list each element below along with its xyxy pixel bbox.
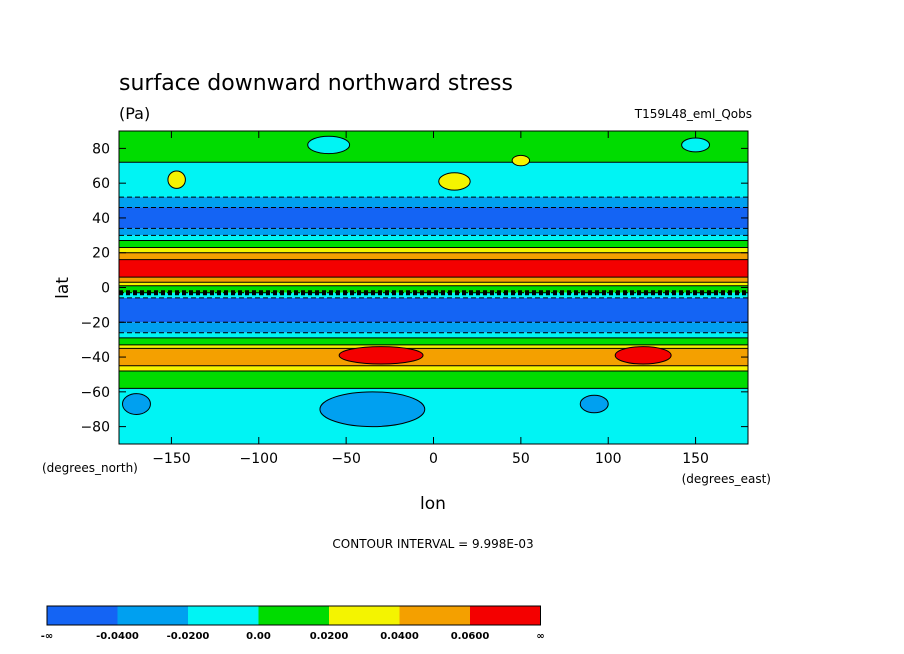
plot-area bbox=[118, 130, 749, 445]
contour-band-22 bbox=[119, 388, 748, 444]
x-tick-label: 0 bbox=[429, 451, 438, 467]
colorbar-label: -0.0200 bbox=[167, 631, 210, 642]
contour-feature-4 bbox=[614, 346, 672, 365]
x-units-label: (degrees_east) bbox=[682, 472, 771, 486]
contour-band-19 bbox=[119, 348, 748, 366]
y-tick-label: 40 bbox=[92, 211, 110, 227]
contour-band-6 bbox=[119, 240, 748, 248]
colorbar-label: -0.0400 bbox=[96, 631, 139, 642]
contour-feature-0 bbox=[167, 170, 186, 189]
units-label: (Pa) bbox=[119, 104, 150, 123]
colorbar-frame bbox=[46, 605, 541, 626]
x-tick-label: −150 bbox=[152, 451, 190, 467]
x-tick-label: 100 bbox=[595, 451, 622, 467]
colorbar-swatch bbox=[188, 606, 259, 625]
y-axis-title: lat bbox=[53, 277, 73, 299]
contour-feature-3 bbox=[338, 346, 424, 365]
contour-band-20 bbox=[119, 365, 748, 371]
run-label: T159L48_eml_Qobs bbox=[634, 107, 752, 121]
contour-band-3 bbox=[119, 207, 748, 229]
contour-feature-5 bbox=[319, 391, 426, 428]
contour-band-4 bbox=[119, 228, 748, 236]
contour-band-8 bbox=[119, 252, 748, 260]
x-tick-label: −50 bbox=[331, 451, 361, 467]
colorbar-label: 0.0600 bbox=[451, 631, 490, 642]
colorbar-label: 0.0200 bbox=[310, 631, 349, 642]
colorbar-swatch bbox=[399, 606, 470, 625]
contour-feature-8 bbox=[307, 135, 351, 155]
colorbar-label: 0.0400 bbox=[380, 631, 419, 642]
contour-band-5 bbox=[119, 235, 748, 241]
y-tick-label: −40 bbox=[80, 350, 110, 366]
contour-feature-6 bbox=[121, 393, 151, 415]
contour-band-11 bbox=[119, 282, 748, 286]
x-tick-label: −100 bbox=[240, 451, 278, 467]
contour-band-16 bbox=[119, 332, 748, 338]
contour-feature-7 bbox=[579, 394, 609, 414]
colorbar: -∞ -0.0400 -0.0200 0.00 0.0200 0.0400 0.0600 ∞ bbox=[41, 605, 545, 642]
y-axis: 80 60 40 20 0 −20 −40 −60 −80 bbox=[80, 141, 748, 436]
contour-band-13 bbox=[119, 292, 748, 298]
colorbar-label: 0.00 bbox=[246, 631, 271, 642]
x-tick-label: 50 bbox=[512, 451, 530, 467]
contour-band-15 bbox=[119, 322, 748, 333]
contour-band-9 bbox=[119, 259, 748, 278]
contour-band-14 bbox=[119, 297, 748, 323]
colorbar-swatch bbox=[258, 606, 329, 625]
y-tick-label: −80 bbox=[80, 420, 110, 436]
contour-band-18 bbox=[119, 344, 748, 349]
y-tick-label: 60 bbox=[92, 176, 110, 192]
colorbar-swatch bbox=[470, 606, 541, 625]
contour-band-12 bbox=[119, 285, 748, 293]
colorbar-swatch bbox=[117, 606, 188, 625]
y-tick-label: −20 bbox=[80, 315, 110, 331]
x-axis-title: lon bbox=[420, 494, 446, 514]
colorbar-swatch bbox=[47, 606, 118, 625]
contour-feature-1 bbox=[438, 172, 471, 191]
contour-band-17 bbox=[119, 337, 748, 345]
contour-interval-label: CONTOUR INTERVAL = 9.998E-03 bbox=[332, 537, 533, 551]
y-tick-label: 0 bbox=[101, 281, 110, 297]
contour-band-7 bbox=[119, 247, 748, 253]
y-tick-label: 80 bbox=[92, 141, 110, 157]
colorbar-label: ∞ bbox=[536, 631, 544, 642]
contour-feature-2 bbox=[511, 154, 531, 167]
x-axis: −150 −100 −50 0 50 100 150 bbox=[152, 131, 709, 467]
colorbar-swatch bbox=[329, 606, 400, 625]
contour-feature-9 bbox=[681, 137, 711, 153]
y-units-label: (degrees_north) bbox=[42, 461, 138, 475]
contour-band-10 bbox=[119, 277, 748, 283]
colorbar-label: -∞ bbox=[41, 631, 53, 642]
chart-title: surface downward northward stress bbox=[119, 71, 513, 96]
y-tick-label: 20 bbox=[92, 246, 110, 262]
y-tick-label: −60 bbox=[80, 385, 110, 401]
x-tick-label: 150 bbox=[682, 451, 709, 467]
contour-band-1 bbox=[119, 162, 748, 198]
contour-band-21 bbox=[119, 370, 748, 389]
contour-band-2 bbox=[119, 197, 748, 208]
